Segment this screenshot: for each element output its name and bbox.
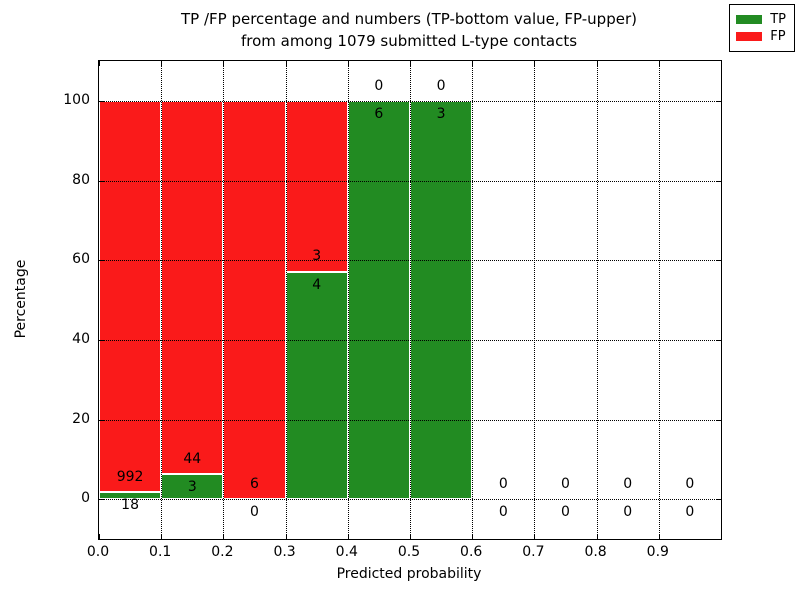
x-tick-mark bbox=[347, 534, 349, 539]
v-gridline bbox=[161, 61, 163, 539]
tp-count-label: 0 bbox=[498, 504, 508, 521]
y-tick-label: 80 bbox=[72, 171, 90, 188]
y-tick-mark bbox=[716, 100, 721, 102]
x-tick-mark bbox=[410, 61, 411, 66]
y-tick-mark bbox=[716, 339, 721, 341]
y-tick-mark bbox=[99, 419, 104, 421]
fp-count-label: 6 bbox=[250, 476, 259, 493]
fp-bar-segment bbox=[223, 100, 286, 500]
legend-label-fp: FP bbox=[770, 29, 786, 44]
x-tick-label: 0.5 bbox=[397, 544, 421, 560]
x-tick-label: 0.8 bbox=[584, 544, 607, 560]
tp-swatch-icon bbox=[736, 15, 763, 24]
fp-bar-segment bbox=[99, 100, 162, 493]
fp-count-label: 0 bbox=[436, 77, 446, 94]
x-tick-label: 0.4 bbox=[335, 544, 358, 560]
x-tick-mark bbox=[472, 534, 474, 539]
y-axis-label: Percentage bbox=[13, 259, 29, 339]
y-tick-label: 100 bbox=[63, 91, 90, 108]
tp-bar-segment bbox=[410, 100, 473, 500]
y-tick-mark bbox=[716, 260, 721, 262]
y-tick-mark bbox=[716, 419, 721, 421]
chart-title-line2: from among 1079 submitted L-type contact… bbox=[240, 32, 578, 50]
x-tick-label: 0.9 bbox=[646, 544, 669, 560]
v-gridline bbox=[658, 61, 660, 539]
x-tick-mark bbox=[534, 61, 536, 66]
tp-count-label: 6 bbox=[374, 105, 384, 122]
y-tick-label: 20 bbox=[72, 410, 90, 427]
x-tick-mark bbox=[596, 534, 598, 539]
legend-row-fp: FP bbox=[736, 29, 786, 44]
x-tick-mark bbox=[161, 534, 163, 539]
x-tick-mark bbox=[99, 61, 100, 66]
tp-bar-segment bbox=[285, 271, 348, 500]
x-tick-mark bbox=[161, 61, 163, 66]
x-tick-label: 0.1 bbox=[149, 544, 172, 560]
x-tick-mark bbox=[658, 61, 660, 66]
v-gridline bbox=[223, 61, 225, 539]
tp-count-label: 0 bbox=[250, 504, 259, 521]
x-tick-label: 0.0 bbox=[86, 544, 110, 560]
tp-bar-segment bbox=[99, 492, 162, 500]
x-tick-mark bbox=[658, 534, 660, 539]
y-tick-label: 0 bbox=[81, 490, 90, 507]
y-tick-mark bbox=[99, 180, 104, 182]
x-tick-mark bbox=[223, 534, 225, 539]
tp-count-label: 0 bbox=[561, 504, 570, 521]
x-tick-label: 0.2 bbox=[211, 544, 234, 560]
tp-bar-segment bbox=[347, 100, 410, 500]
fp-count-label: 3 bbox=[312, 248, 322, 265]
x-tick-mark bbox=[285, 534, 287, 539]
x-tick-mark bbox=[99, 534, 100, 539]
plot-area: 18 992 3 44 0 6 4 3 6 0 3 0 0 0 0 0 0 0 0 0 bbox=[98, 60, 722, 540]
legend: TP FP bbox=[729, 4, 795, 52]
legend-label-tp: TP bbox=[770, 12, 786, 27]
y-tick-label: 60 bbox=[72, 251, 90, 268]
tp-count-label: 3 bbox=[187, 478, 197, 495]
chart-title-line1: TP /FP percentage and numbers (TP-bottom… bbox=[181, 10, 637, 28]
v-gridline bbox=[534, 61, 536, 539]
fp-count-label: 0 bbox=[374, 77, 384, 94]
x-tick-mark bbox=[410, 534, 411, 539]
x-tick-mark bbox=[534, 534, 536, 539]
tp-count-label: 3 bbox=[436, 105, 446, 122]
x-tick-mark bbox=[472, 61, 474, 66]
x-tick-label: 0.7 bbox=[522, 544, 545, 560]
x-tick-mark bbox=[223, 61, 225, 66]
y-tick-mark bbox=[99, 100, 104, 102]
y-tick-mark bbox=[99, 339, 104, 341]
tp-count-label: 4 bbox=[312, 276, 322, 293]
legend-row-tp: TP bbox=[736, 12, 786, 27]
y-tick-mark bbox=[99, 260, 104, 262]
tp-count-label: 18 bbox=[121, 497, 140, 514]
x-tick-mark bbox=[285, 61, 287, 66]
x-tick-label: 0.3 bbox=[273, 544, 296, 560]
fp-count-label: 0 bbox=[685, 476, 695, 493]
fp-swatch-icon bbox=[736, 32, 763, 41]
fp-count-label: 992 bbox=[116, 468, 144, 485]
fp-count-label: 0 bbox=[561, 476, 570, 493]
y-tick-mark bbox=[716, 499, 721, 501]
y-tick-label: 40 bbox=[72, 330, 90, 347]
fp-count-label: 44 bbox=[183, 450, 202, 467]
v-gridline bbox=[596, 61, 598, 539]
y-tick-mark bbox=[99, 499, 104, 501]
x-axis-label: Predicted probability bbox=[336, 566, 482, 582]
v-gridline bbox=[472, 61, 474, 539]
tp-bar-segment bbox=[161, 473, 224, 500]
tp-count-label: 0 bbox=[623, 504, 633, 521]
y-tick-mark bbox=[716, 180, 721, 182]
x-tick-label: 0.6 bbox=[460, 544, 483, 560]
fp-count-label: 0 bbox=[623, 476, 633, 493]
v-gridline bbox=[285, 61, 287, 539]
fp-count-label: 0 bbox=[498, 476, 508, 493]
v-gridline bbox=[410, 61, 411, 539]
v-gridline bbox=[347, 61, 349, 539]
x-tick-mark bbox=[347, 61, 349, 66]
x-tick-mark bbox=[596, 61, 598, 66]
fp-bar-segment bbox=[285, 100, 348, 272]
tp-count-label: 0 bbox=[685, 504, 695, 521]
fp-bar-segment bbox=[161, 100, 224, 474]
